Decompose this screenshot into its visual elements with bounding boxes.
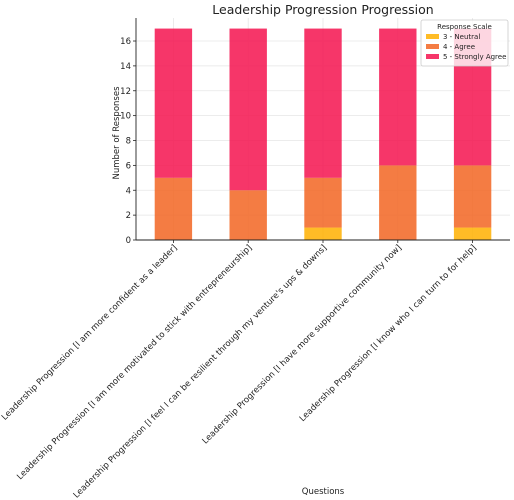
y-tick-label-6: 12	[120, 87, 131, 97]
bar-cat0-series1	[154, 177, 193, 240]
bar-cat0-series2	[154, 28, 193, 178]
legend-label-0: 3 - Neutral	[443, 33, 480, 41]
bar-cat1-series2	[229, 28, 267, 191]
bar-cat4-series0	[453, 227, 492, 240]
y-tick-label-3: 6	[126, 161, 131, 171]
chart-title: Leadership Progression Progression	[212, 2, 433, 17]
x-tick-label-0: Leadership Progression [I am more confid…	[0, 243, 180, 423]
legend-label-1: 4 - Agree	[443, 43, 475, 51]
bar-cat2-series0	[304, 227, 342, 240]
bar-cat4-series1	[453, 165, 492, 228]
legend-label-2: 5 - Strongly Agree	[443, 53, 506, 61]
y-tick-label-7: 14	[120, 62, 131, 72]
legend-title: Response Scale	[437, 23, 492, 31]
bar-cat1-series1	[229, 190, 267, 240]
y-tick-label-4: 8	[126, 137, 131, 147]
legend-swatch-0	[426, 34, 439, 39]
y-tick-label-5: 10	[120, 112, 131, 122]
bar-cat2-series2	[304, 28, 342, 178]
x-tick-label-1: Leadership Progression [I am more motiva…	[15, 243, 254, 482]
legend: Response Scale 3 - Neutral 4 - Agree 5 - St…	[420, 19, 509, 67]
bars-group	[154, 28, 492, 240]
y-ticks: 0 2 4 6 8 10 12 14 16	[120, 37, 136, 246]
y-tick-label-1: 2	[126, 211, 131, 221]
x-tick-label-2: Leadership Progression [I feel I can be …	[72, 243, 329, 500]
x-axis-label: Questions	[302, 487, 345, 497]
legend-swatch-1	[426, 44, 439, 49]
x-ticks: Leadership Progression [I am more confid…	[0, 240, 479, 500]
x-tick-label-4: Leadership Progression [I know who I can…	[298, 243, 479, 424]
y-tick-label-0: 0	[126, 236, 131, 246]
y-tick-label-8: 16	[120, 37, 131, 47]
bar-cat2-series1	[304, 177, 342, 228]
legend-box	[420, 19, 509, 67]
y-axis-label: Number of Responses	[112, 86, 122, 180]
y-tick-label-2: 4	[126, 186, 131, 196]
legend-swatch-2	[426, 54, 439, 59]
bar-cat3-series2	[379, 28, 417, 166]
bar-cat3-series1	[379, 165, 417, 240]
